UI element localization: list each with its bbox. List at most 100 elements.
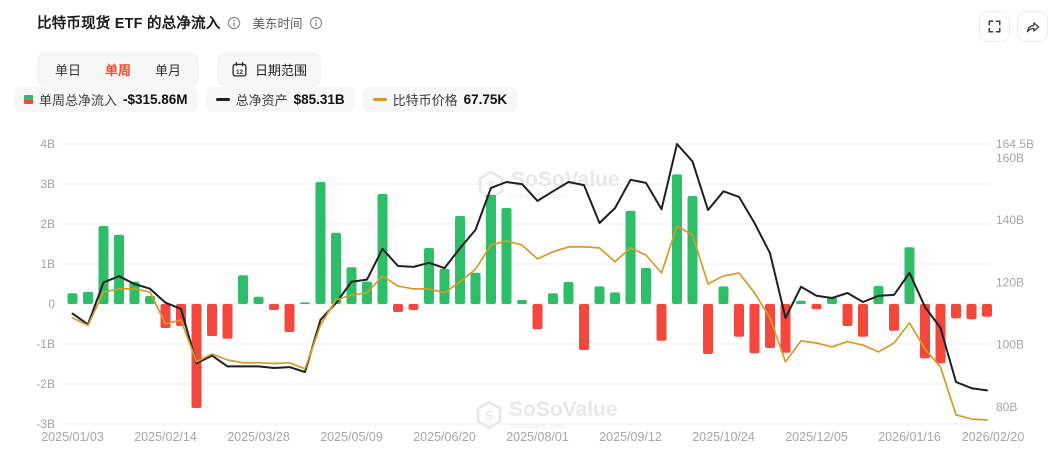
y-axis-label-right: 100B [996, 338, 1024, 352]
flow-swatch-icon [24, 95, 33, 104]
y-axis-label-left: 4B [40, 137, 55, 151]
period-tabs: 单日 单周 单月 [37, 52, 200, 87]
flow-bar[interactable] [222, 304, 233, 339]
legend-value: 67.75K [463, 92, 508, 107]
flow-bar[interactable] [858, 304, 868, 337]
flow-bar[interactable] [687, 196, 698, 304]
y-axis-label-right: 80B [996, 400, 1017, 414]
flow-bar[interactable] [501, 208, 512, 304]
flow-bar[interactable] [951, 304, 961, 319]
watermark-domain: sosovalue.com [511, 191, 568, 200]
fullscreen-button[interactable] [979, 11, 1010, 42]
tab-monthly[interactable]: 单月 [155, 63, 182, 78]
flow-bar[interactable] [129, 281, 140, 304]
share-button[interactable] [1017, 11, 1048, 42]
y-axis-label-left: 3B [40, 177, 55, 191]
flow-bar[interactable] [594, 286, 605, 304]
svg-text:S: S [487, 179, 495, 193]
y-axis-label-left: -1B [36, 337, 55, 351]
y-axis-label-left: 0 [48, 297, 55, 311]
legend-label: 比特币价格 [392, 93, 458, 108]
share-icon [1026, 21, 1039, 32]
legend-item-flow[interactable]: 单周总净流入 -$315.86M [14, 87, 198, 112]
timezone-label: 美东时间 [252, 17, 303, 31]
flow-bar[interactable] [83, 292, 93, 304]
calendar-icon: 12 [232, 62, 247, 77]
info-icon[interactable] [227, 16, 241, 30]
x-axis-label: 2025/01/03 [41, 430, 104, 444]
svg-text:S: S [485, 409, 493, 423]
total-net-assets-line[interactable] [71, 143, 988, 392]
flow-bar[interactable] [827, 297, 837, 304]
flow-bar[interactable] [517, 300, 527, 304]
flow-bar[interactable] [424, 248, 434, 304]
flow-bar[interactable] [610, 292, 620, 304]
flow-bars [67, 174, 992, 408]
flow-bar[interactable] [238, 275, 248, 304]
flow-bar[interactable] [672, 174, 682, 304]
tab-daily[interactable]: 单日 [55, 63, 82, 78]
flow-bar[interactable] [718, 286, 729, 304]
legend-label: 单周总净流入 [39, 93, 118, 108]
flow-bar[interactable] [625, 210, 636, 304]
flow-bar[interactable] [486, 194, 496, 304]
toolbar: 单日 单周 单月 12 日期范围 [37, 52, 322, 87]
flow-bar[interactable] [889, 304, 899, 331]
btc-price-line[interactable] [71, 225, 988, 421]
flow-bar[interactable] [393, 304, 403, 312]
flow-bar[interactable] [532, 304, 543, 330]
flow-bar[interactable] [455, 216, 465, 304]
legend-item-price[interactable]: 比特币价格 67.75K [362, 87, 518, 112]
x-axis-label: 2025/02/14 [134, 430, 197, 444]
flow-bar[interactable] [641, 268, 651, 304]
tab-weekly[interactable]: 单周 [105, 63, 132, 78]
sosovalue-logo-icon: S [476, 400, 502, 430]
y-axis-label-left: 2B [40, 217, 55, 231]
flow-bar[interactable] [579, 304, 589, 350]
flow-bar[interactable] [408, 304, 419, 310]
legend-value: $85.31B [293, 92, 345, 107]
flow-bar[interactable] [935, 304, 946, 364]
y-axis-label-right: 160B [996, 151, 1024, 165]
calendar-day-number: 12 [236, 69, 244, 76]
x-axis-label: 2025/12/05 [785, 430, 848, 444]
flow-bar[interactable] [966, 304, 977, 320]
flow-bar[interactable] [315, 182, 326, 304]
x-axis-label: 2025/05/09 [320, 430, 383, 444]
flow-bar[interactable] [300, 302, 310, 304]
flow-bar[interactable] [734, 304, 744, 337]
flow-bar[interactable] [114, 234, 124, 304]
flow-bar[interactable] [780, 304, 791, 353]
flow-bar[interactable] [749, 304, 760, 354]
flow-bar[interactable] [98, 226, 109, 304]
flow-bar[interactable] [191, 304, 202, 408]
fullscreen-icon [988, 20, 1001, 33]
y-axis-label-left: -3B [36, 417, 55, 431]
flow-bar[interactable] [207, 304, 217, 336]
header-actions [979, 11, 1048, 42]
info-icon[interactable] [309, 16, 323, 30]
flow-bar[interactable] [563, 282, 574, 304]
flow-bar[interactable] [796, 300, 806, 304]
flow-bar[interactable] [548, 293, 558, 304]
y-axis-label-left: -2B [36, 377, 55, 391]
flow-bar[interactable] [982, 304, 992, 317]
flow-bar[interactable] [842, 304, 853, 326]
flow-bar[interactable] [656, 304, 667, 341]
flow-bar[interactable] [269, 304, 279, 310]
flow-bar[interactable] [253, 296, 264, 304]
flow-bar[interactable] [470, 272, 481, 304]
flow-bar[interactable] [160, 304, 171, 328]
flow-bar[interactable] [703, 304, 713, 354]
legend-item-assets[interactable]: 总净资产 $85.31B [205, 87, 355, 112]
flow-bar[interactable] [331, 232, 341, 304]
flow-bar[interactable] [67, 293, 78, 304]
x-axis-label: 2025/03/28 [227, 430, 290, 444]
flow-bar[interactable] [439, 268, 450, 304]
legend-label: 总净资产 [235, 93, 288, 108]
flow-bar[interactable] [904, 247, 915, 304]
date-range-button[interactable]: 12 日期范围 [217, 52, 322, 87]
flow-bar[interactable] [811, 304, 822, 310]
flow-bar[interactable] [284, 304, 295, 332]
